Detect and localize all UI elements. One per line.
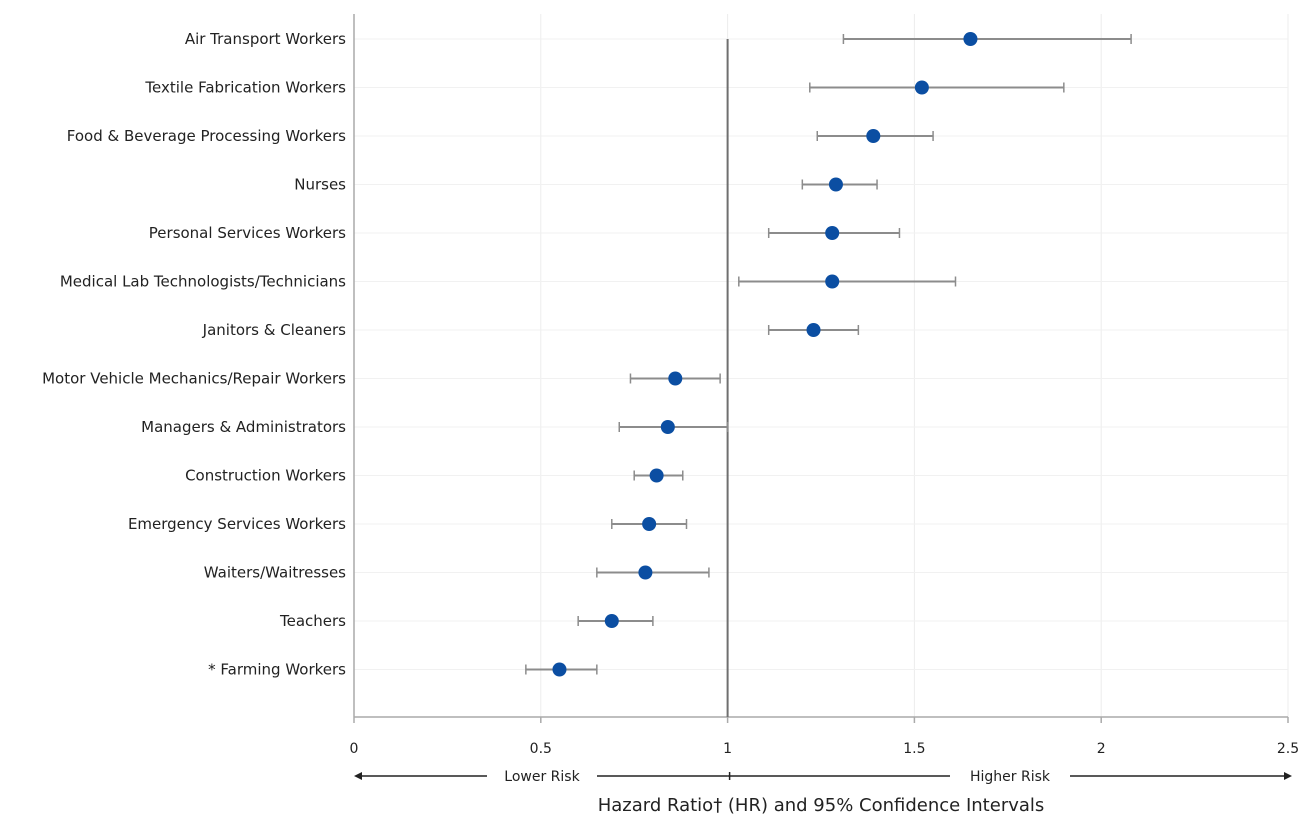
higher-risk-label: Higher Risk [970, 769, 1051, 785]
category-label: Textile Fabrication Workers [144, 79, 346, 97]
table-row: Personal Services Workers [149, 224, 901, 242]
table-row: Nurses [294, 176, 878, 194]
hazard-ratio-point [825, 274, 840, 289]
hazard-ratio-point [963, 32, 978, 46]
hazard-ratio-point [828, 177, 843, 192]
category-label: * Farming Workers [208, 661, 346, 679]
table-row: Motor Vehicle Mechanics/Repair Workers [42, 370, 721, 388]
x-tick-label: 0.5 [530, 741, 552, 757]
higher-risk-label-bg [950, 765, 1070, 787]
hazard-ratio-point [649, 468, 664, 483]
hazard-ratio-point [866, 129, 881, 143]
risk-arrows: Lower Risk Higher Risk [354, 765, 1292, 787]
higher-risk-arrow-head [1284, 772, 1292, 780]
category-label: Motor Vehicle Mechanics/Repair Workers [42, 370, 346, 388]
table-row: Teachers [279, 612, 654, 630]
category-label: Personal Services Workers [149, 224, 346, 242]
table-row: Food & Beverage Processing Workers [67, 127, 934, 145]
x-tick-label: 2.5 [1277, 741, 1299, 757]
category-label: Teachers [279, 612, 346, 630]
table-row: Janitors & Cleaners [202, 321, 860, 339]
lower-risk-label: Lower Risk [504, 769, 580, 785]
x-tick-label: 2 [1097, 741, 1106, 757]
category-label: Construction Workers [185, 467, 346, 485]
hazard-ratio-point [806, 323, 821, 337]
table-row: Textile Fabrication Workers [144, 79, 1065, 97]
lower-risk-label-bg [487, 765, 597, 787]
lower-risk-arrow-head [354, 772, 362, 780]
category-label: Medical Lab Technologists/Technicians [60, 273, 346, 291]
table-row: Emergency Services Workers [128, 515, 688, 533]
table-row: Managers & Administrators [141, 418, 729, 436]
category-label: Waiters/Waitresses [204, 564, 346, 582]
hazard-ratio-point [604, 614, 619, 628]
category-label: Managers & Administrators [141, 418, 346, 436]
category-label: Emergency Services Workers [128, 515, 346, 533]
hazard-ratio-point [825, 226, 840, 240]
table-row: Medical Lab Technologists/Technicians [60, 273, 957, 291]
table-row: * Farming Workers [208, 661, 598, 679]
gridlines [354, 14, 1289, 717]
hazard-ratio-point [668, 371, 683, 386]
hazard-ratio-point [552, 662, 567, 677]
x-tick-label: 0 [350, 741, 359, 757]
category-label: Food & Beverage Processing Workers [67, 127, 346, 145]
hazard-ratio-point [660, 420, 675, 434]
table-row: Air Transport Workers [185, 30, 1132, 48]
category-label: Air Transport Workers [185, 30, 346, 48]
x-axis-ticks: 0 0.5 1 1.5 2 2.5 [350, 717, 1299, 757]
hazard-ratio-point [642, 517, 657, 531]
hazard-ratio-point [638, 565, 653, 580]
hazard-ratio-point [914, 80, 929, 95]
table-row: Construction Workers [185, 467, 684, 485]
category-label: Janitors & Cleaners [202, 321, 347, 339]
data-rows: Air Transport Workers Textile Fabrication… [42, 30, 1132, 679]
table-row: Waiters/Waitresses [204, 564, 710, 582]
x-tick-label: 1 [723, 741, 732, 757]
x-axis-title: Hazard Ratio† (HR) and 95% Confidence In… [598, 795, 1045, 816]
category-label: Nurses [294, 176, 346, 194]
x-tick-label: 1.5 [903, 741, 925, 757]
